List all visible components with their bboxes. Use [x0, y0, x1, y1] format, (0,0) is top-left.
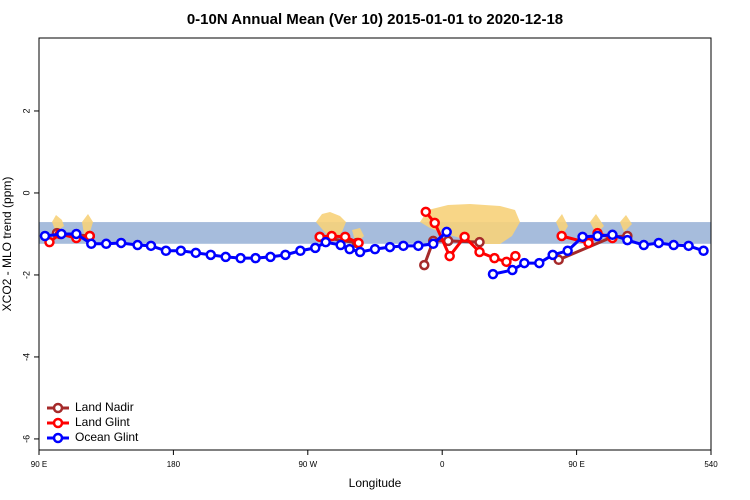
data-point	[339, 231, 351, 243]
data-point	[86, 238, 97, 250]
data-point	[344, 243, 355, 255]
land-shape	[52, 215, 64, 232]
shaded-band	[39, 222, 711, 244]
y-tick-label: -2	[21, 271, 31, 279]
data-point	[250, 252, 261, 264]
data-point	[474, 236, 485, 248]
data-point	[384, 241, 396, 253]
data-point	[39, 230, 51, 242]
data-point	[413, 240, 424, 252]
data-point	[459, 231, 470, 243]
data-point	[507, 264, 518, 276]
legend-label: Land Nadir	[75, 400, 134, 414]
data-point	[444, 250, 455, 262]
legend-label: Ocean Glint	[75, 430, 139, 444]
land-shape	[82, 214, 93, 234]
data-point	[441, 226, 452, 238]
data-point	[190, 247, 202, 259]
data-point	[607, 229, 618, 241]
data-point	[519, 257, 530, 269]
y-tick-label: 0	[21, 190, 31, 195]
data-point	[160, 245, 172, 257]
y-axis-label: XCO2 - MLO trend (ppm)	[0, 177, 14, 312]
data-point	[534, 257, 545, 269]
data-point	[592, 230, 603, 242]
data-point	[265, 251, 276, 263]
x-tick-label: 90 E	[568, 460, 584, 469]
data-point	[683, 240, 694, 252]
legend-label: Land Glint	[75, 415, 130, 429]
x-tick-label: 0	[440, 460, 445, 469]
data-point	[310, 242, 321, 254]
data-point	[668, 239, 679, 251]
legend-marker	[52, 432, 64, 444]
data-point	[489, 252, 500, 264]
data-point	[622, 234, 633, 246]
data-point	[71, 228, 82, 240]
data-point	[320, 236, 331, 248]
data-point	[547, 249, 558, 261]
data-point	[369, 243, 381, 255]
data-point	[556, 230, 567, 242]
data-point	[220, 251, 231, 263]
data-point	[280, 249, 291, 261]
data-point	[653, 237, 664, 249]
chart-title: 0-10N Annual Mean (Ver 10) 2015-01-01 to…	[187, 11, 563, 28]
data-point	[638, 239, 650, 251]
series-line	[48, 210, 613, 264]
data-point	[295, 245, 306, 257]
x-axis-label: Longitude	[349, 476, 402, 490]
x-tick-label: 90 W	[298, 460, 317, 469]
data-point	[420, 206, 432, 218]
data-point	[353, 237, 364, 249]
data-point	[429, 217, 440, 229]
data-point	[56, 228, 67, 240]
data-point	[115, 237, 127, 249]
data-point	[698, 245, 709, 257]
data-point	[474, 246, 485, 258]
data-point	[398, 240, 409, 252]
land-shape	[556, 214, 568, 236]
data-point	[354, 246, 366, 258]
y-tick-label: -6	[21, 435, 31, 443]
data-point	[419, 259, 430, 271]
data-point	[326, 230, 337, 242]
data-point	[145, 240, 157, 252]
x-tick-label: 540	[704, 460, 718, 469]
y-tick-label: -4	[21, 353, 31, 361]
data-point	[175, 245, 187, 257]
data-point	[205, 249, 216, 261]
data-point	[583, 237, 594, 249]
data-point	[132, 239, 143, 251]
data-point	[501, 256, 512, 268]
land-shape	[620, 215, 632, 232]
data-point	[487, 268, 499, 280]
land-shape	[420, 204, 520, 244]
data-point	[100, 238, 112, 250]
x-tick-label: 180	[167, 460, 181, 469]
data-point	[510, 250, 521, 262]
data-point	[235, 252, 246, 264]
y-tick-label: 2	[21, 108, 31, 113]
plot-frame	[38, 37, 712, 451]
data-point	[577, 231, 588, 243]
land-shape	[316, 212, 346, 238]
legend-marker	[52, 402, 64, 414]
legend-marker	[52, 417, 64, 429]
data-point	[335, 239, 346, 251]
data-point	[562, 245, 573, 257]
data-point	[427, 238, 439, 250]
x-tick-label: 90 E	[31, 460, 47, 469]
